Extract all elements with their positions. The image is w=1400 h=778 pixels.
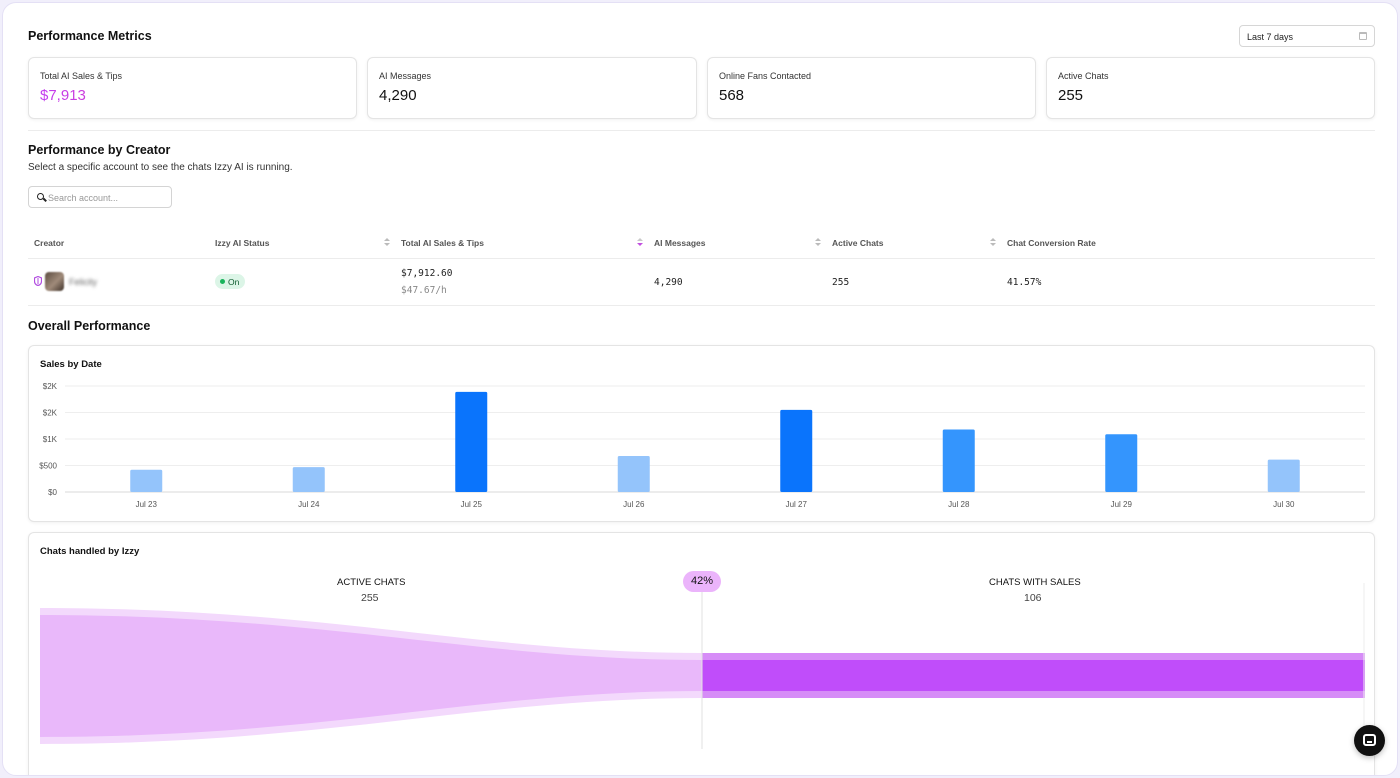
calendar-icon <box>1359 32 1367 40</box>
column-header-creator[interactable]: Creator <box>34 238 65 248</box>
bar <box>780 409 813 492</box>
y-tick-label: $0 <box>48 488 57 497</box>
bar <box>292 467 325 492</box>
active-chats-value: 255 <box>832 277 850 288</box>
metric-label: Total AI Sales & Tips <box>40 71 123 81</box>
creator-section-title: Performance by Creator <box>28 143 171 157</box>
search-icon <box>37 193 44 200</box>
column-header-sales[interactable]: Total AI Sales & Tips <box>401 238 484 248</box>
sort-icon[interactable] <box>815 238 821 248</box>
table-row-divider <box>28 305 1375 306</box>
y-tick-label: $2K <box>43 409 58 418</box>
funnel-chart <box>40 583 1365 749</box>
avatar <box>45 272 64 291</box>
date-range-value: Last 7 days <box>1247 32 1294 42</box>
x-tick-label: Jul 25 <box>461 500 483 509</box>
search-box <box>28 186 172 208</box>
sales-value: $7,912.60 <box>401 268 453 279</box>
funnel-card: Chats handled by Izzy ACTIVE CHATS 255 4… <box>28 532 1375 775</box>
metric-label: Active Chats <box>1058 71 1109 81</box>
sort-icon[interactable] <box>990 238 996 248</box>
column-header-status[interactable]: Izzy AI Status <box>215 238 270 248</box>
conversion-value: 41.57% <box>1007 277 1042 288</box>
column-header-active-chats[interactable]: Active Chats <box>832 238 884 248</box>
creator-name: Felicity <box>69 277 98 287</box>
funnel-rate-badge: 42% <box>683 571 722 592</box>
bar <box>130 469 163 492</box>
column-header-conversion[interactable]: Chat Conversion Rate <box>1007 238 1096 248</box>
metric-card-fans-contacted: Online Fans Contacted 568 <box>707 57 1036 119</box>
creator-section-subtitle: Select a specific account to see the cha… <box>28 162 293 173</box>
x-tick-label: Jul 24 <box>298 500 320 509</box>
table-header-divider <box>28 258 1375 259</box>
x-tick-label: Jul 23 <box>136 500 158 509</box>
x-tick-label: Jul 27 <box>786 500 808 509</box>
chat-launcher-button[interactable] <box>1354 725 1385 756</box>
sales-rate: $47.67/h <box>401 285 447 296</box>
sales-bar-chart: $0 $500 $1K $2K $2K Jul 23 Jul 24 Jul 25 Jul 26 J… <box>39 382 1365 509</box>
metric-card-ai-messages: AI Messages 4,290 <box>367 57 697 119</box>
bar <box>942 429 975 492</box>
x-tick-label: Jul 29 <box>1111 500 1133 509</box>
funnel-strong-band <box>702 660 1365 691</box>
bar <box>1267 459 1300 492</box>
sort-icon[interactable] <box>384 238 390 248</box>
metric-label: Online Fans Contacted <box>719 71 812 81</box>
bar <box>455 391 488 492</box>
date-range-select[interactable]: Last 7 days <box>1239 25 1375 47</box>
x-tick-label: Jul 26 <box>623 500 645 509</box>
sort-active-icon[interactable] <box>637 238 643 248</box>
metric-value: $7,913 <box>40 87 345 104</box>
chat-bubble-icon <box>1363 734 1376 746</box>
funnel-right-value: 106 <box>1024 592 1042 604</box>
bar <box>1105 434 1138 492</box>
messages-value: 4,290 <box>654 277 683 288</box>
metric-card-total-sales: Total AI Sales & Tips $7,913 <box>28 57 357 119</box>
overall-title: Overall Performance <box>28 319 151 333</box>
metric-value: 4,290 <box>379 87 417 104</box>
metric-card-active-chats: Active Chats 255 <box>1046 57 1375 119</box>
status-badge: On <box>215 274 245 289</box>
metric-label: AI Messages <box>379 71 432 81</box>
sales-chart-title: Sales by Date <box>40 359 102 370</box>
funnel-light-band <box>40 615 702 737</box>
funnel-left-value: 255 <box>361 592 379 604</box>
sales-chart-card: Sales by Date $0 $500 $1K $2K $2K Jul 23 Jul 2… <box>28 345 1375 522</box>
page-title: Performance Metrics <box>28 29 152 43</box>
section-divider <box>28 130 1375 131</box>
x-tick-label: Jul 28 <box>948 500 970 509</box>
x-tick-label: Jul 30 <box>1273 500 1295 509</box>
y-tick-label: $2K <box>43 382 58 391</box>
metric-value: 255 <box>1058 87 1084 104</box>
funnel-title: Chats handled by Izzy <box>40 546 140 557</box>
y-tick-label: $1K <box>43 435 58 444</box>
funnel-left-label: ACTIVE CHATS <box>337 577 406 588</box>
funnel-right-label: CHATS WITH SALES <box>989 577 1081 588</box>
search-input[interactable] <box>48 190 166 205</box>
column-header-messages[interactable]: AI Messages <box>654 238 706 248</box>
metric-value: 568 <box>719 87 745 104</box>
bar <box>617 455 650 492</box>
shield-icon <box>34 276 42 286</box>
y-tick-label: $500 <box>39 462 57 471</box>
